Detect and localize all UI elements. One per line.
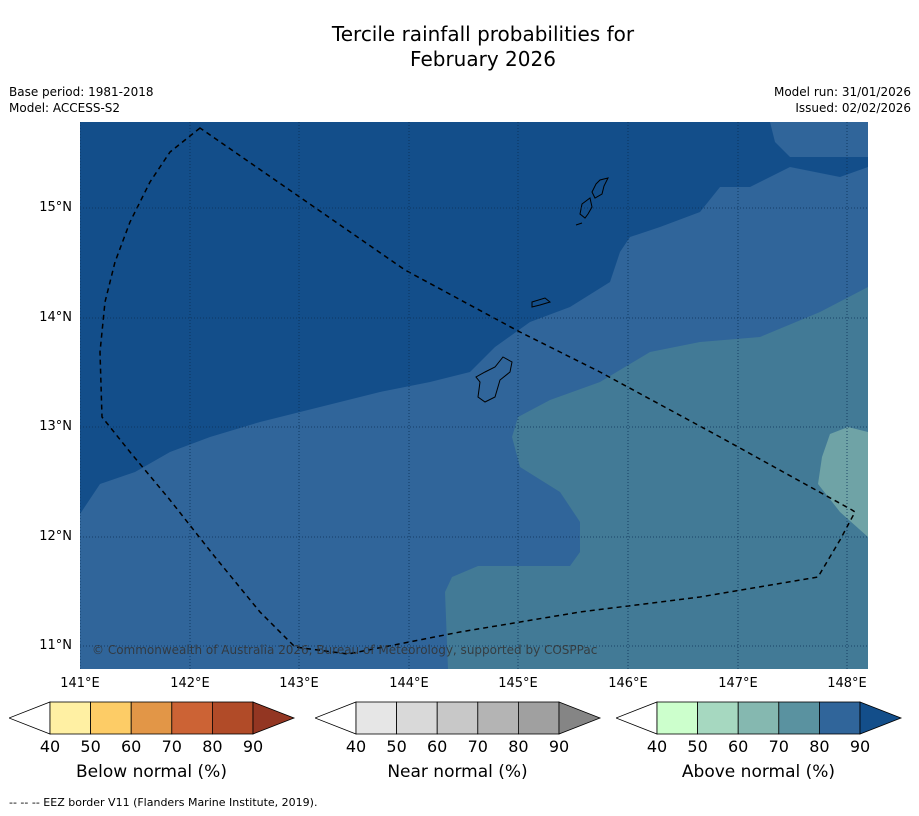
island-rota bbox=[531, 297, 552, 308]
lon-label: 148°E bbox=[827, 676, 867, 691]
graticule bbox=[80, 122, 868, 669]
eez-border bbox=[99, 127, 856, 655]
model-name: Model: ACCESS-S2 bbox=[9, 101, 121, 115]
meta-left: Base period: 1981-2018 Model: ACCESS-S2 bbox=[9, 84, 154, 116]
colorbar-segment bbox=[818, 701, 861, 735]
colorbar-arrow-high bbox=[252, 701, 296, 735]
colorbar-segment bbox=[436, 701, 479, 735]
colorbar-segment bbox=[517, 701, 560, 735]
title-line-1: Tercile rainfall probabilities for bbox=[331, 22, 635, 46]
colorbar-arrow-low bbox=[616, 701, 658, 735]
lon-label: 141°E bbox=[60, 676, 100, 691]
island-aguijan bbox=[575, 222, 583, 226]
meta-right: Model run: 31/01/2026 Issued: 02/02/2026 bbox=[774, 84, 911, 116]
lon-label: 143°E bbox=[279, 676, 319, 691]
colorbar-segment bbox=[396, 701, 438, 735]
colorbar-arrow-high bbox=[558, 701, 602, 735]
colorbar-tick: 40 bbox=[646, 737, 668, 756]
lon-label: 142°E bbox=[170, 676, 210, 691]
colorbar-tick: 70 bbox=[161, 737, 182, 756]
chart-title: Tercile rainfall probabilities for Febru… bbox=[0, 22, 919, 72]
colorbar-tick: 50 bbox=[386, 737, 407, 756]
lat-label: 14°N bbox=[39, 310, 72, 325]
base-period: Base period: 1981-2018 bbox=[9, 85, 154, 99]
colorbar-segment bbox=[130, 701, 173, 735]
colorbar-tick: 60 bbox=[121, 737, 142, 756]
colorbar-tick: 40 bbox=[39, 737, 61, 756]
colorbar-tick: 50 bbox=[80, 737, 101, 756]
colorbar-segment bbox=[355, 701, 397, 735]
island-saipan bbox=[591, 177, 609, 199]
issued-date: Issued: 02/02/2026 bbox=[795, 101, 911, 115]
colorbar-tick: 60 bbox=[728, 737, 749, 756]
colorbar-tick: 80 bbox=[508, 737, 529, 756]
colorbar-tick: 80 bbox=[809, 737, 830, 756]
title-line-2: February 2026 bbox=[410, 47, 556, 71]
colorbar-label: Near normal (%) bbox=[387, 762, 528, 782]
colorbar-tick: 90 bbox=[242, 737, 264, 756]
eez-footnote: -- -- -- EEZ border V11 (Flanders Marine… bbox=[9, 796, 318, 809]
colorbar-tick: 90 bbox=[548, 737, 570, 756]
lon-label: 147°E bbox=[718, 676, 758, 691]
colorbar-label: Above normal (%) bbox=[681, 762, 836, 782]
colorbar-tick: 80 bbox=[202, 737, 223, 756]
colorbar-tick: 90 bbox=[849, 737, 871, 756]
map-canvas bbox=[80, 122, 868, 669]
colorbar-tick: 70 bbox=[467, 737, 488, 756]
colorbar-segment bbox=[697, 701, 739, 735]
probability-map: © Commonwealth of Australia 2026, Bureau… bbox=[80, 122, 868, 669]
colorbar-arrow-high bbox=[859, 701, 903, 735]
colorbar-label: Below normal (%) bbox=[76, 762, 227, 782]
above-70-region bbox=[445, 287, 868, 669]
colorbar bbox=[315, 701, 602, 735]
colorbar-tick: 50 bbox=[687, 737, 708, 756]
colorbar-segment bbox=[477, 701, 519, 735]
colorbar-segment bbox=[778, 701, 820, 735]
lat-label: 13°N bbox=[39, 419, 72, 434]
island-tinian bbox=[579, 197, 593, 219]
colorbar-arrow-low bbox=[9, 701, 51, 735]
lat-label: 12°N bbox=[39, 529, 72, 544]
colorbar-segment bbox=[171, 701, 213, 735]
colorbar-segment bbox=[737, 701, 780, 735]
lat-label: 15°N bbox=[39, 200, 72, 215]
copyright-notice: © Commonwealth of Australia 2026, Bureau… bbox=[92, 643, 598, 657]
colorbar-arrow-low bbox=[315, 701, 357, 735]
colorbar-tick: 60 bbox=[427, 737, 448, 756]
colorbar bbox=[616, 701, 903, 735]
colorbar-segment bbox=[90, 701, 132, 735]
above-60-region bbox=[818, 427, 868, 537]
island-guam bbox=[475, 356, 513, 403]
colorbar-tick: 70 bbox=[768, 737, 789, 756]
model-run: Model run: 31/01/2026 bbox=[773, 85, 911, 99]
colorbar bbox=[9, 701, 296, 735]
lat-label: 11°N bbox=[39, 638, 72, 653]
colorbar-segment bbox=[49, 701, 91, 735]
colorbar-segment bbox=[211, 701, 254, 735]
colorbar-segment bbox=[656, 701, 698, 735]
coastline bbox=[475, 177, 609, 403]
colorbar-tick: 40 bbox=[345, 737, 367, 756]
lon-label: 146°E bbox=[608, 676, 648, 691]
lon-label: 144°E bbox=[389, 676, 429, 691]
lon-label: 145°E bbox=[498, 676, 538, 691]
